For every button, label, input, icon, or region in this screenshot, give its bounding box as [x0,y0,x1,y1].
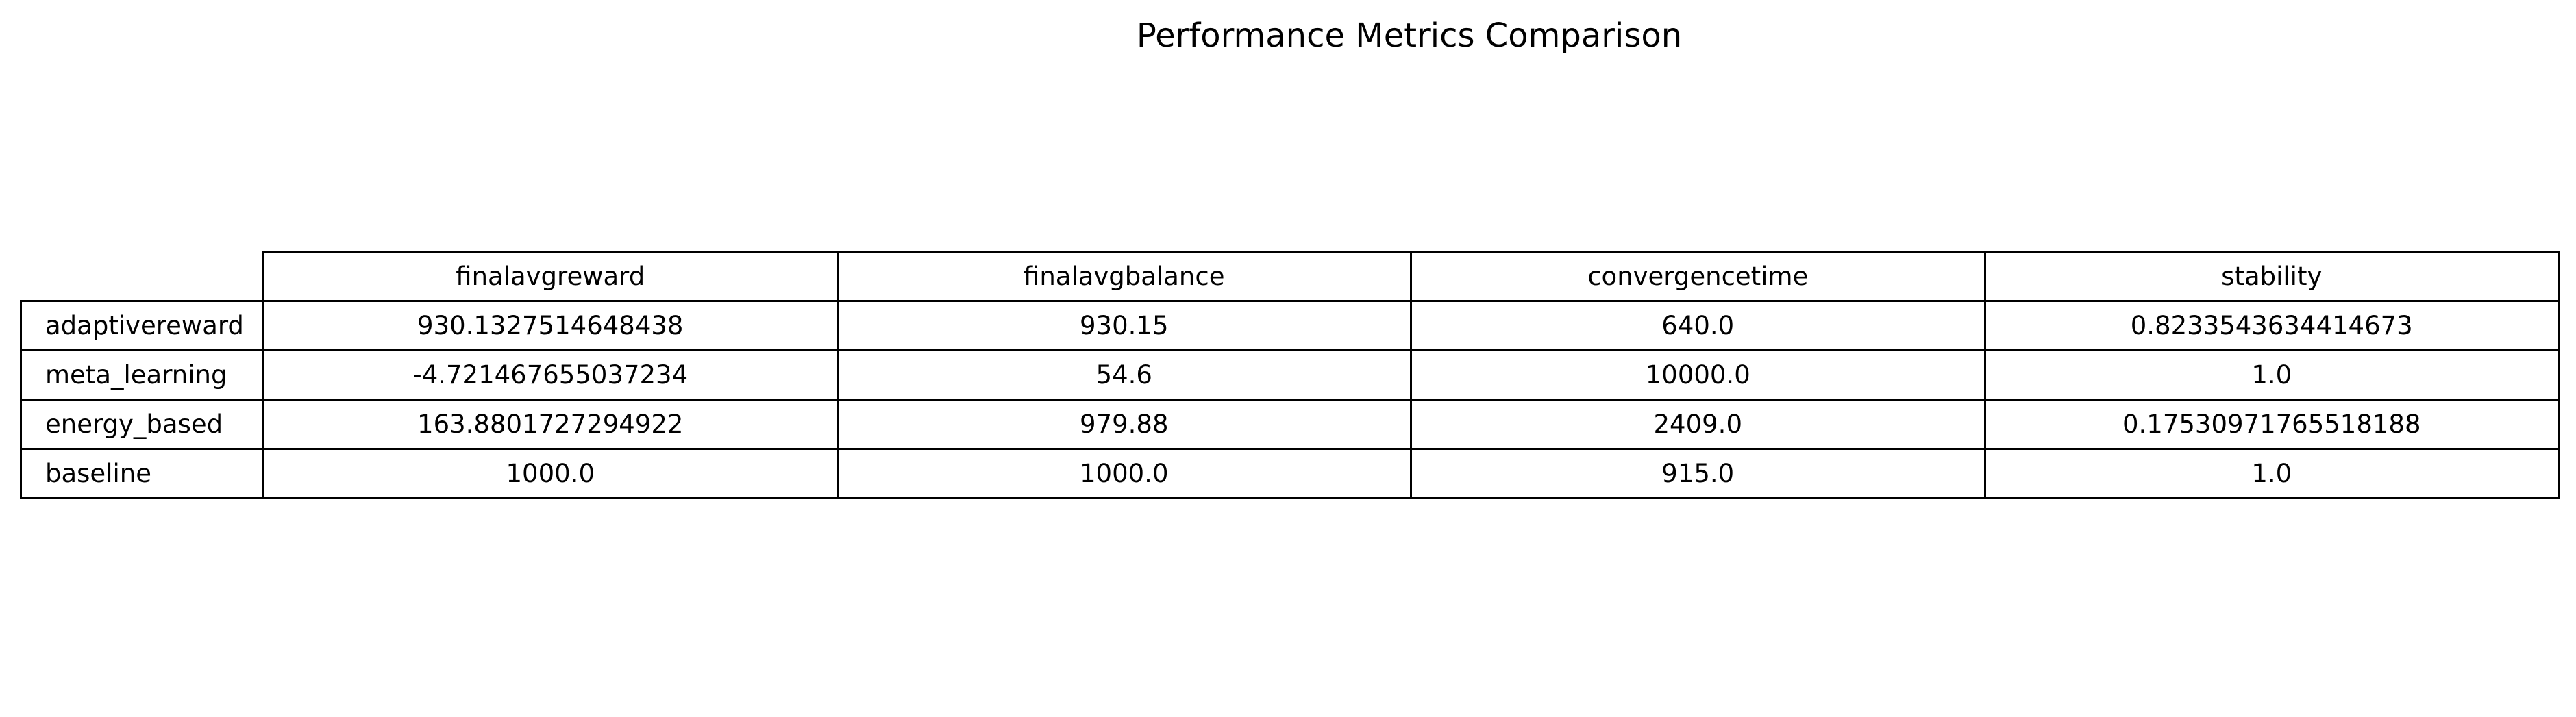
metrics-table: finalavgreward finalavgbalance convergen… [20,251,2560,499]
row-label: energy_based [20,399,264,450]
table-row: baseline 1000.0 1000.0 915.0 1.0 [20,448,2560,499]
table-cell: 54.6 [836,349,1412,401]
table-cell: 0.17530971765518188 [1983,399,2560,450]
table-header-row: finalavgreward finalavgbalance convergen… [21,251,2560,302]
column-header: finalavgreward [262,251,839,302]
chart-title: Performance Metrics Comparison [1136,16,1683,55]
table-row: adaptivereward 930.1327514648438 930.15 … [20,300,2560,351]
row-label: baseline [20,448,264,499]
row-label: adaptivereward [20,300,264,351]
table-cell: 1.0 [1983,349,2560,401]
row-label: meta_learning [20,349,264,401]
column-header: finalavgbalance [836,251,1412,302]
table-cell: 2409.0 [1410,399,1986,450]
column-header: stability [1983,251,2560,302]
table-row: meta_learning -4.721467655037234 54.6 10… [20,349,2560,401]
table-cell: 1.0 [1983,448,2560,499]
table-corner-cell [21,251,264,302]
table-cell: 163.8801727294922 [262,399,839,450]
table-cell: 915.0 [1410,448,1986,499]
table-cell: -4.721467655037234 [262,349,839,401]
table-row: energy_based 163.8801727294922 979.88 24… [20,399,2560,450]
table-cell: 640.0 [1410,300,1986,351]
table-cell: 930.1327514648438 [262,300,839,351]
table-cell: 0.8233543634414673 [1983,300,2560,351]
table-cell: 10000.0 [1410,349,1986,401]
column-header: convergencetime [1410,251,1986,302]
table-cell: 1000.0 [836,448,1412,499]
table-cell: 930.15 [836,300,1412,351]
table-cell: 1000.0 [262,448,839,499]
table-cell: 979.88 [836,399,1412,450]
